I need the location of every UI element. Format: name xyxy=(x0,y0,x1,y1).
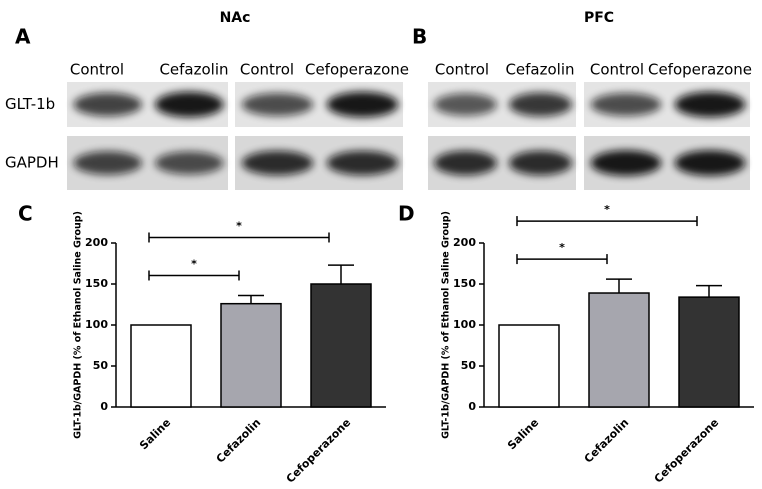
blot-band xyxy=(241,150,314,176)
lane-label: Cefazolin xyxy=(159,61,228,79)
blot-band xyxy=(326,91,399,118)
y-tick-label: 150 xyxy=(453,277,476,290)
panel-label: C xyxy=(18,202,33,226)
y-axis-label: GLT-1b/GAPDH (% of Ethanol Saline Group) xyxy=(441,211,452,439)
y-tick-label: 0 xyxy=(468,400,476,413)
panel-label: B xyxy=(412,25,427,49)
lane-label: Control xyxy=(435,61,489,79)
sig-label: * xyxy=(236,219,242,232)
error-bar xyxy=(696,284,722,298)
sig-label: * xyxy=(604,203,610,216)
blot-band xyxy=(509,92,572,117)
row-label: GLT-1b xyxy=(5,95,55,113)
error-bar xyxy=(606,278,632,294)
y-tick-label: 150 xyxy=(85,277,108,290)
error-bar xyxy=(238,294,264,304)
blot-band xyxy=(241,93,314,116)
panel-label: D xyxy=(398,202,415,226)
blot-band xyxy=(434,93,497,116)
x-tick-label: Saline xyxy=(505,416,541,452)
blot-band xyxy=(73,151,142,175)
sig-label: * xyxy=(191,257,197,270)
x-tick-label: Cefazolin xyxy=(582,416,632,466)
x-tick-label: Cefoperazone xyxy=(284,416,354,486)
blot-band xyxy=(73,92,142,117)
panel-label: A xyxy=(15,25,31,49)
panel-title: NAc xyxy=(220,10,251,26)
y-tick-label: 0 xyxy=(100,400,108,413)
lane-label: Control xyxy=(240,61,294,79)
y-tick-label: 100 xyxy=(85,318,108,331)
lane-label: Cefoperazone xyxy=(305,61,409,79)
blot-band xyxy=(434,150,497,176)
blot-band xyxy=(590,150,662,176)
y-tick-label: 200 xyxy=(85,236,108,249)
y-tick-label: 200 xyxy=(453,236,476,249)
blot-band xyxy=(674,91,746,118)
error-bar xyxy=(328,264,354,284)
bar xyxy=(678,296,740,408)
blot-band xyxy=(674,150,746,176)
y-axis-label: GLT-1b/GAPDH (% of Ethanol Saline Group) xyxy=(73,211,84,439)
blot-band xyxy=(155,91,224,118)
blot-band xyxy=(326,150,399,176)
lane-label: Cefazolin xyxy=(505,61,574,79)
sig-label: * xyxy=(559,241,565,254)
x-tick-label: Cefoperazone xyxy=(652,416,722,486)
x-tick-label: Cefazolin xyxy=(214,416,264,466)
lane-label: Cefoperazone xyxy=(648,61,752,79)
blot-band xyxy=(590,93,662,116)
bar xyxy=(498,324,560,408)
panel-title: PFC xyxy=(584,10,614,26)
y-tick-label: 50 xyxy=(461,359,477,372)
bar xyxy=(130,324,192,408)
x-tick-label: Saline xyxy=(137,416,173,452)
blot-band xyxy=(155,151,224,175)
bar xyxy=(220,302,282,408)
lane-label: Control xyxy=(590,61,644,79)
bar xyxy=(310,283,372,408)
bar xyxy=(588,292,650,408)
blot-band xyxy=(509,150,572,176)
row-label: GAPDH xyxy=(5,154,59,172)
y-tick-label: 50 xyxy=(93,359,109,372)
y-tick-label: 100 xyxy=(453,318,476,331)
lane-label: Control xyxy=(70,61,124,79)
